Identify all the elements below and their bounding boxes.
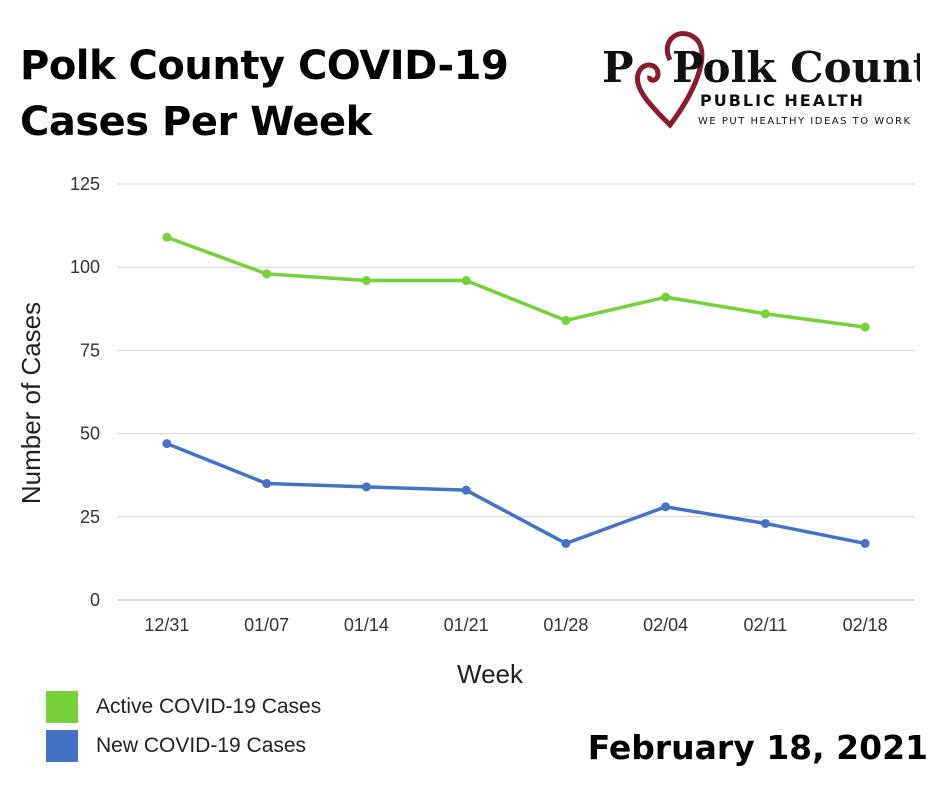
logo-name: Polk County (672, 43, 920, 92)
data-point (361, 276, 371, 286)
data-point (661, 292, 671, 302)
data-point (461, 485, 471, 495)
data-point (461, 276, 471, 286)
y-tick-label: 50 (80, 424, 100, 444)
y-tick-label: 25 (80, 507, 100, 527)
x-tick-label: 02/04 (643, 615, 688, 635)
series-line-0 (166, 235, 866, 329)
y-axis-label: Number of Cases (16, 302, 46, 504)
title-line-1: Polk County COVID-19 (20, 43, 509, 89)
legend-item-new: New COVID-19 Cases (46, 730, 306, 762)
title-line-2: Cases Per Week (20, 99, 372, 145)
x-tick-label: 01/07 (244, 615, 289, 635)
y-tick-label: 75 (80, 340, 100, 360)
legend-swatch-new (46, 730, 78, 762)
page-title: Polk County COVID-19 Cases Per Week (20, 38, 509, 150)
y-tick-label: 0 (90, 590, 100, 610)
legend-label-active: Active COVID-19 Cases (96, 695, 322, 718)
data-point (162, 439, 172, 449)
x-tick-label: 02/11 (744, 615, 788, 635)
legend-swatch-active (46, 691, 78, 723)
data-point (860, 538, 870, 548)
data-point (162, 232, 172, 242)
data-point (262, 479, 272, 489)
data-point (760, 309, 770, 319)
polk-county-logo: P Polk County PUBLIC HEALTH WE PUT HEALT… (602, 31, 920, 129)
report-date: February 18, 2021 (587, 728, 928, 767)
data-point (262, 269, 272, 279)
data-point (361, 482, 371, 492)
x-tick-label: 01/21 (444, 615, 489, 635)
heart-icon (634, 31, 705, 129)
legend-item-active: Active COVID-19 Cases (46, 691, 321, 723)
x-axis-label: Week (457, 659, 524, 689)
x-tick-label: 01/28 (543, 615, 588, 635)
x-tick-label: 12/31 (144, 615, 189, 635)
y-tick-label: 100 (70, 257, 100, 277)
logo-subtitle: PUBLIC HEALTH (700, 91, 865, 110)
logo-tagline: WE PUT HEALTHY IDEAS TO WORK (698, 116, 912, 127)
data-point (860, 322, 870, 332)
x-tick-label: 01/14 (344, 615, 389, 635)
series-line-1 (166, 441, 866, 546)
data-point (561, 538, 571, 548)
y-tick-label: 125 (70, 174, 100, 194)
data-point (760, 518, 770, 528)
data-point (661, 502, 671, 512)
data-point (561, 315, 571, 325)
legend-label-new: New COVID-19 Cases (96, 734, 307, 757)
x-tick-label: 02/18 (843, 615, 888, 635)
svg-text:P: P (602, 43, 634, 92)
